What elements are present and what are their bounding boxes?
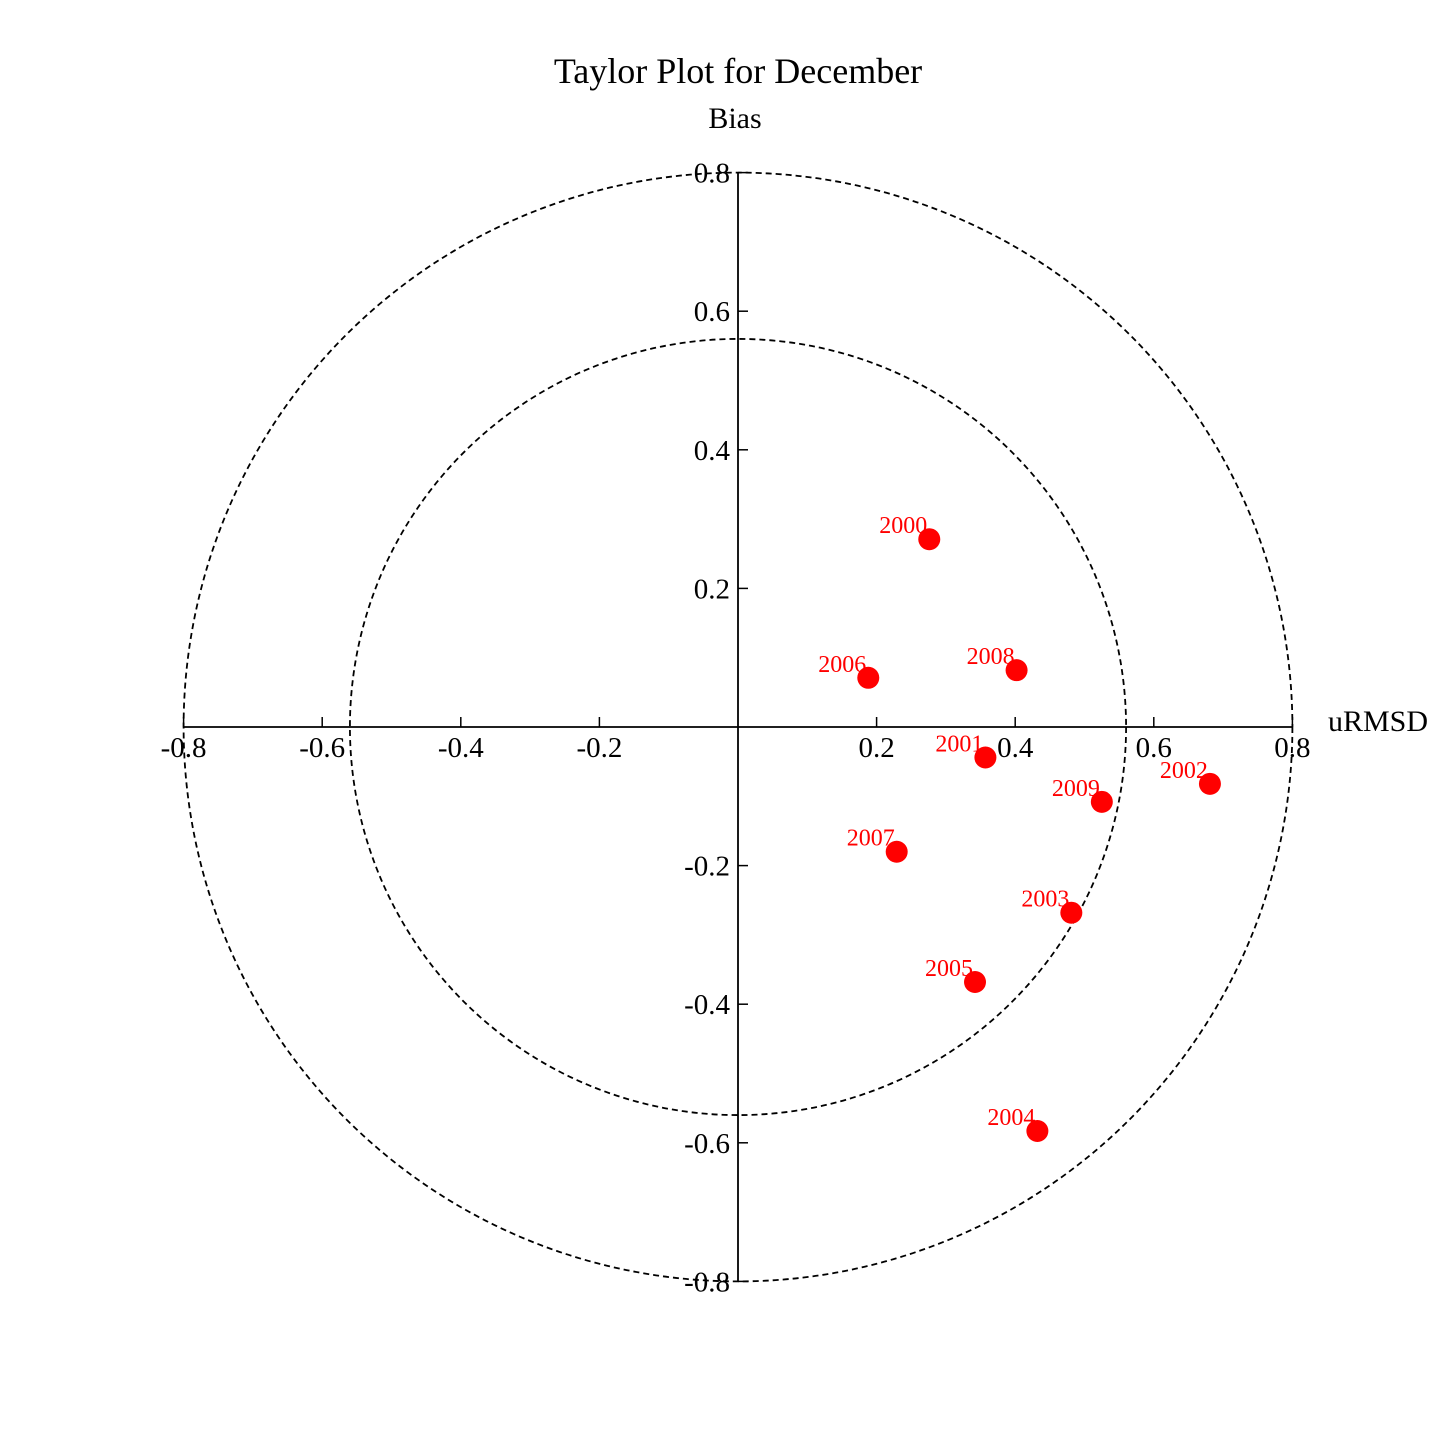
x-tick-label: -0.2 [576, 732, 622, 764]
x-axis-label: uRMSD [1328, 705, 1428, 738]
x-tick-label: 0.6 [1136, 732, 1172, 764]
data-point-label-2001: 2001 [935, 731, 983, 757]
y-tick-label: -0.4 [684, 989, 730, 1021]
y-tick-label: -0.2 [684, 851, 730, 883]
x-tick-label: 0.4 [997, 732, 1034, 764]
x-tick-label: 0.8 [1274, 732, 1310, 764]
x-tick-label: -0.6 [299, 732, 345, 764]
y-tick-label: 0.8 [694, 158, 730, 190]
data-point-2002 [1198, 772, 1221, 795]
x-tick-label: -0.4 [438, 732, 484, 764]
data-point-label-2002: 2002 [1160, 758, 1208, 784]
axes: -0.8 -0.6 -0.4 -0.2 0.2 0.4 0.6 0.8 0.8 0.6 0.4 0.2… [161, 158, 1311, 1299]
data-point-2006 [857, 666, 880, 689]
y-tick-label: 0.4 [694, 435, 731, 467]
data-point-label-2005: 2005 [925, 956, 973, 982]
chart-title: Taylor Plot for December [554, 51, 922, 91]
data-point-label-2007: 2007 [847, 826, 895, 852]
x-tick-label: 0.2 [858, 732, 894, 764]
y-tick-label: -0.8 [684, 1266, 730, 1298]
y-tick-label: 0.6 [694, 296, 730, 328]
data-point-label-2008: 2008 [967, 644, 1015, 670]
data-point-2008 [1005, 659, 1028, 682]
y-axis-label: Bias [708, 102, 761, 135]
data-point-2003 [1060, 901, 1083, 924]
data-point-label-2003: 2003 [1021, 887, 1069, 913]
data-point-label-2004: 2004 [987, 1105, 1035, 1131]
data-point-2007 [885, 840, 908, 863]
data-point-2009 [1090, 790, 1113, 813]
data-points: 2000 2001 2002 2003 2004 2005 2006 2007 2008 2009 [818, 513, 1221, 1143]
data-point-2004 [1026, 1120, 1049, 1143]
data-point-2005 [964, 971, 987, 994]
data-point-2000 [918, 528, 941, 551]
data-point-label-2006: 2006 [818, 652, 866, 678]
x-tick-label: -0.8 [161, 732, 207, 764]
data-point-2001 [974, 746, 997, 769]
y-tick-label: 0.2 [694, 573, 730, 605]
y-tick-label: -0.6 [684, 1128, 730, 1160]
data-point-label-2000: 2000 [879, 513, 927, 539]
data-point-label-2009: 2009 [1052, 776, 1100, 802]
